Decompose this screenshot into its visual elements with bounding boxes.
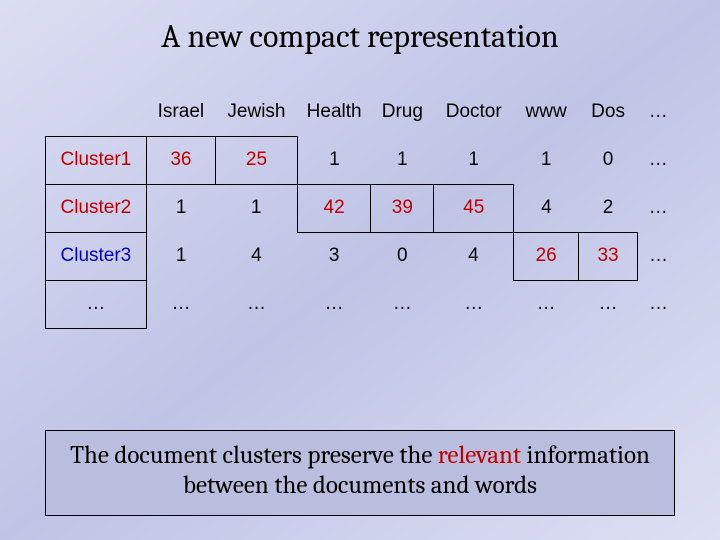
caption-box: The document clusters preserve the relev… — [45, 430, 675, 516]
cluster-table-wrap: Israel Jewish Health Drug Doctor www Dos… — [45, 88, 680, 329]
cell-highlight: 33 — [579, 232, 638, 280]
col-header: … — [637, 88, 679, 136]
cell: … — [579, 280, 638, 328]
table-row: Cluster2 1 1 42 39 45 4 2 … — [46, 184, 680, 232]
cell: … — [371, 280, 434, 328]
cell: 1 — [297, 136, 370, 184]
cell: 1 — [146, 184, 215, 232]
cell: 4 — [216, 232, 298, 280]
cell: … — [637, 232, 679, 280]
cell: 1 — [371, 136, 434, 184]
cell: 4 — [434, 232, 514, 280]
cell: 1 — [146, 232, 215, 280]
table-row: Cluster1 36 25 1 1 1 1 0 … — [46, 136, 680, 184]
cell: 0 — [371, 232, 434, 280]
cell: … — [637, 136, 679, 184]
caption-text-prefix: The document clusters preserve the — [70, 441, 438, 470]
cell: 2 — [579, 184, 638, 232]
row-label: Cluster3 — [46, 232, 147, 280]
cell-highlight: 26 — [514, 232, 579, 280]
col-header: Doctor — [434, 88, 514, 136]
col-header: Jewish — [216, 88, 298, 136]
cell: … — [434, 280, 514, 328]
table-row: Cluster3 1 4 3 0 4 26 33 … — [46, 232, 680, 280]
cell: 0 — [579, 136, 638, 184]
caption-relevant: relevant — [438, 441, 521, 470]
table-header-row: Israel Jewish Health Drug Doctor www Dos… — [46, 88, 680, 136]
cell-highlight: 36 — [146, 136, 215, 184]
cell: 1 — [216, 184, 298, 232]
cell: … — [216, 280, 298, 328]
cell: … — [297, 280, 370, 328]
cell-highlight: 39 — [371, 184, 434, 232]
cell: … — [637, 280, 679, 328]
cell-highlight: 42 — [297, 184, 370, 232]
cluster-table: Israel Jewish Health Drug Doctor www Dos… — [45, 88, 680, 329]
cell: … — [146, 280, 215, 328]
row-label: Cluster1 — [46, 136, 147, 184]
cell: … — [637, 184, 679, 232]
cell: … — [514, 280, 579, 328]
col-header: Dos — [579, 88, 638, 136]
cell-highlight: 45 — [434, 184, 514, 232]
cell: 1 — [514, 136, 579, 184]
col-header: Israel — [146, 88, 215, 136]
cell: 4 — [514, 184, 579, 232]
col-header: Drug — [371, 88, 434, 136]
row-label: … — [46, 280, 147, 328]
slide-title: A new compact representation — [0, 0, 720, 55]
cell: 1 — [434, 136, 514, 184]
col-header: Health — [297, 88, 370, 136]
row-label: Cluster2 — [46, 184, 147, 232]
cell-highlight: 25 — [216, 136, 298, 184]
table-row: … … … … … … … … … — [46, 280, 680, 328]
cell: 3 — [297, 232, 370, 280]
col-header: www — [514, 88, 579, 136]
header-empty — [46, 88, 147, 136]
